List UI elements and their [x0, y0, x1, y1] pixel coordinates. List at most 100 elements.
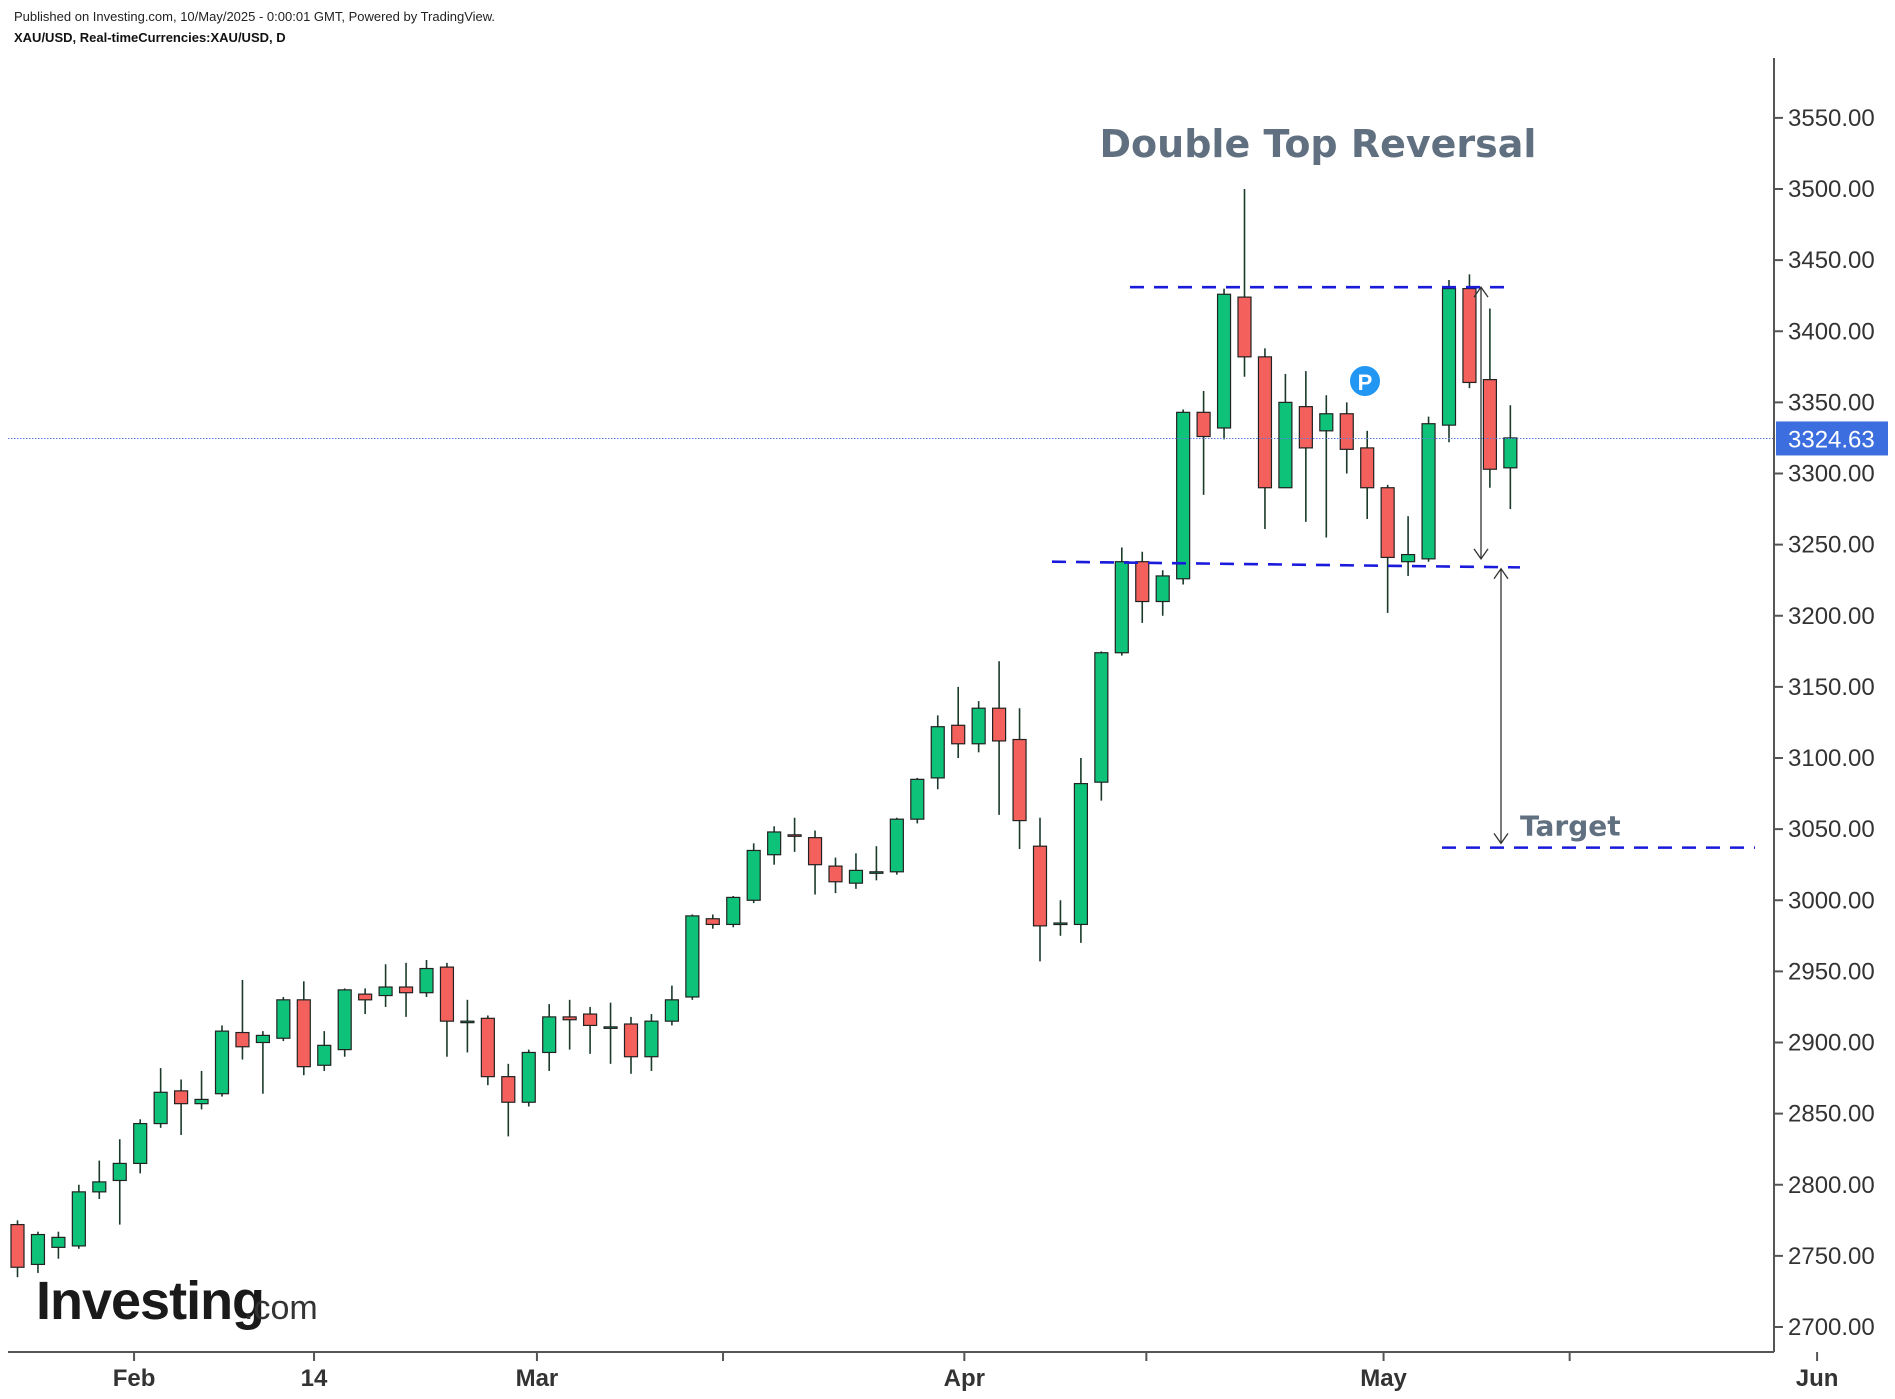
candle-body-down — [582, 1013, 598, 1027]
candle — [439, 962, 455, 1057]
candle-body-up — [92, 1181, 107, 1193]
candle-body-down — [296, 999, 311, 1068]
y-tick-label: 3400.00 — [1788, 318, 1875, 345]
candle-body-down — [1237, 296, 1252, 358]
candle — [746, 843, 761, 904]
candle-body-down — [787, 834, 802, 837]
x-tick-label: Feb — [113, 1365, 156, 1392]
candle — [398, 962, 414, 1017]
candle-body-up — [746, 849, 761, 901]
candle-body-up — [1176, 411, 1191, 580]
candle — [1462, 274, 1477, 389]
candle — [930, 715, 945, 790]
x-tick-label: Mar — [516, 1365, 559, 1392]
candle — [1298, 371, 1313, 522]
candle-body-up — [214, 1030, 230, 1095]
candle — [562, 999, 577, 1050]
candle-body-up — [664, 999, 680, 1022]
candle-body-up — [1216, 293, 1232, 429]
candle-body-up — [930, 726, 945, 779]
candle — [174, 1079, 189, 1135]
candle — [1339, 402, 1354, 474]
y-tick-label: 2700.00 — [1788, 1314, 1875, 1341]
candle-body-up — [276, 999, 291, 1039]
y-tick-label: 3550.00 — [1788, 105, 1875, 132]
x-tick-label: 14 — [301, 1365, 328, 1392]
candle-body-down — [235, 1031, 250, 1048]
candle-body-up — [30, 1233, 46, 1266]
y-tick-label: 2850.00 — [1788, 1101, 1875, 1128]
candle-body-down — [480, 1017, 495, 1078]
candles-layer — [10, 189, 1518, 1278]
candle — [705, 914, 720, 929]
x-tick-label: May — [1360, 1365, 1407, 1392]
candle — [419, 959, 434, 997]
candle-body-down — [358, 993, 373, 1001]
candle-body-up — [194, 1098, 209, 1105]
logo-suffix-text: .com — [244, 1289, 318, 1327]
candle-body-up — [542, 1016, 557, 1054]
symbol-label: XAU/USD, Real-timeCurrencies:XAU/USD, D — [14, 30, 286, 45]
support-line — [1051, 560, 1521, 569]
candle-body-up — [1114, 561, 1129, 654]
candle-body-up — [460, 1020, 475, 1024]
published-note: Published on Investing.com, 10/May/2025 … — [14, 9, 496, 24]
candle — [133, 1119, 148, 1174]
candle-body-down — [1012, 738, 1027, 822]
candle — [971, 701, 986, 753]
candle-body-up — [1400, 553, 1416, 563]
candle-body-down — [991, 707, 1007, 742]
y-tick-label: 3350.00 — [1788, 389, 1875, 416]
candle — [92, 1160, 107, 1199]
candle — [1257, 348, 1273, 529]
candle-body-up — [1094, 652, 1109, 783]
candle — [317, 1031, 332, 1071]
candle — [1114, 547, 1129, 656]
candle-body-up — [971, 707, 986, 745]
candle-body-up — [112, 1162, 127, 1182]
candle-body-down — [705, 918, 720, 926]
candle-body-down — [174, 1090, 189, 1105]
candle-body-up — [419, 967, 434, 994]
candle-body-down — [562, 1016, 577, 1021]
candle-body-up — [1319, 413, 1334, 432]
candle — [51, 1231, 66, 1259]
candle — [1503, 405, 1518, 510]
candle — [1073, 758, 1089, 943]
candle-body-up — [51, 1236, 66, 1248]
arrow-head-bottom — [1493, 832, 1509, 845]
candle — [664, 985, 680, 1026]
y-tick-label: 2900.00 — [1788, 1030, 1875, 1057]
candle — [521, 1049, 536, 1107]
candle — [194, 1070, 209, 1110]
candle — [767, 826, 782, 865]
last-price-label: 3324.63 — [1788, 426, 1875, 453]
candle-body-up — [685, 915, 700, 998]
candle — [869, 846, 884, 881]
candle-body-down — [439, 966, 455, 1022]
candle — [30, 1231, 46, 1273]
candle-body-up — [869, 871, 884, 874]
candle-body-up — [1421, 423, 1436, 560]
candle — [951, 686, 966, 758]
candle — [1441, 280, 1457, 443]
target-projection-arrow — [1493, 567, 1509, 845]
y-tick-label: 3100.00 — [1788, 745, 1875, 772]
candle — [71, 1184, 86, 1249]
candle-body-down — [501, 1076, 516, 1103]
candle — [726, 895, 741, 928]
candle — [1094, 651, 1109, 801]
candle-body-up — [767, 831, 782, 856]
candle-body-down — [1196, 411, 1211, 438]
candle — [276, 996, 291, 1042]
candle-body-down — [807, 837, 823, 866]
candle-body-up — [337, 989, 352, 1051]
candle — [848, 853, 864, 889]
candle — [214, 1025, 230, 1097]
candle-body-down — [1298, 406, 1313, 449]
candle-body-up — [1503, 437, 1518, 469]
candle — [1278, 373, 1293, 489]
candle-body-up — [255, 1034, 270, 1044]
candle — [235, 979, 250, 1060]
